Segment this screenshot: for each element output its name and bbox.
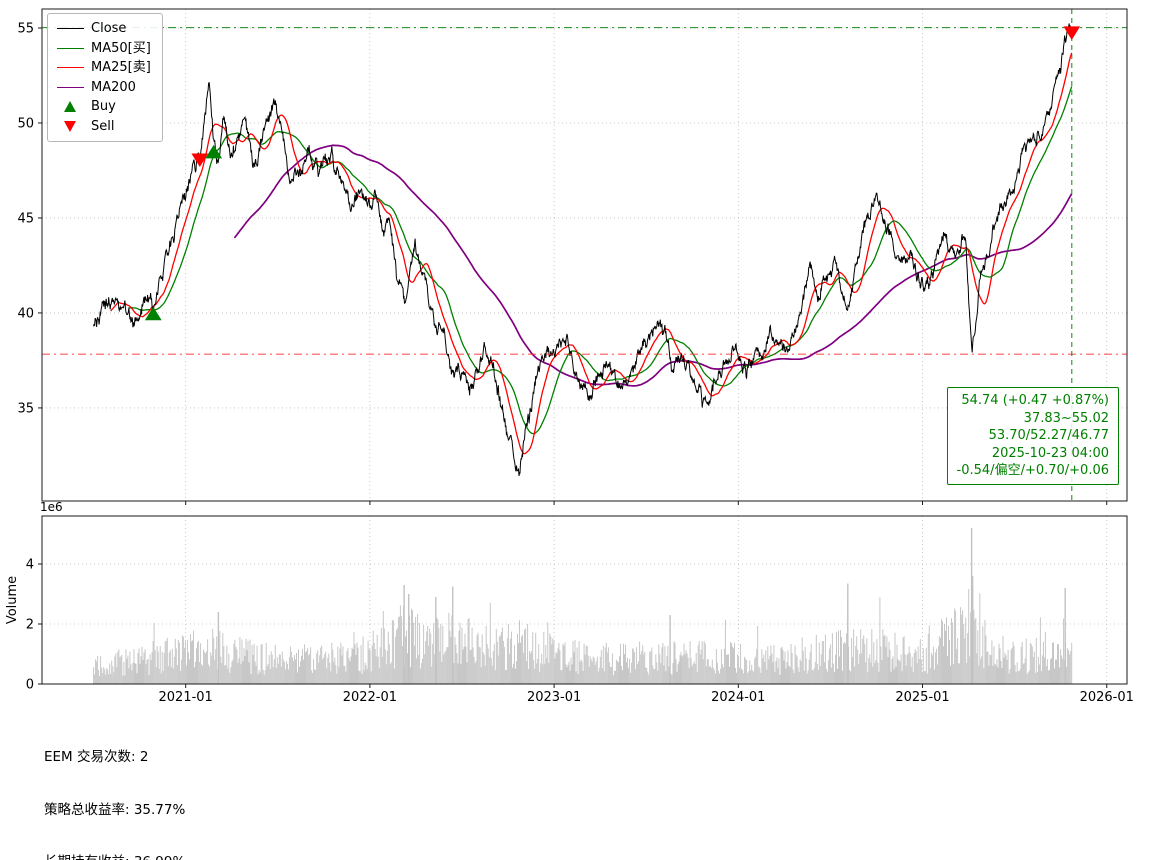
svg-text:0: 0 bbox=[26, 678, 34, 693]
volume-bars bbox=[93, 528, 1073, 684]
strategy-return-line: 策略总收益率: 35.77% bbox=[44, 801, 186, 818]
svg-text:2024-01: 2024-01 bbox=[711, 690, 765, 705]
grid-lines bbox=[42, 9, 1127, 685]
price-series bbox=[93, 23, 1073, 476]
svg-text:40: 40 bbox=[17, 306, 34, 321]
sell-marker bbox=[191, 153, 209, 167]
sell-marker bbox=[1063, 26, 1081, 40]
annotation-signal-line: -0.54/偏空/+0.70/+0.06 bbox=[956, 463, 1109, 478]
svg-text:50: 50 bbox=[17, 116, 34, 131]
svg-text:45: 45 bbox=[17, 211, 34, 226]
svg-text:2021-01: 2021-01 bbox=[159, 690, 213, 705]
svg-text:1e6: 1e6 bbox=[40, 500, 63, 514]
buy-marker bbox=[205, 144, 223, 159]
sell-marker-icon bbox=[64, 120, 76, 132]
buyhold-return-line: 长期持有收益: 36.99% bbox=[44, 854, 485, 860]
svg-text:4: 4 bbox=[26, 558, 34, 573]
svg-text:35: 35 bbox=[17, 401, 34, 416]
annotation-price-line: 54.74 (+0.47 +0.87%) bbox=[961, 393, 1109, 408]
ma50-line bbox=[128, 86, 1073, 435]
legend-item-ma25: MA25[卖] bbox=[55, 58, 151, 78]
strategy-summary: EEM 交易次数: 2 策略总收益率: 35.77% 长期持有收益: 36.99… bbox=[44, 714, 485, 860]
legend-item-ma200: MA200 bbox=[55, 78, 151, 98]
close-line bbox=[93, 23, 1073, 476]
axes-spine bbox=[41, 515, 1128, 685]
svg-text:2026-01: 2026-01 bbox=[1080, 690, 1134, 705]
legend-label: Close bbox=[91, 21, 127, 37]
trade-count-line: EEM 交易次数: 2 bbox=[44, 749, 149, 765]
legend-label: Buy bbox=[91, 99, 116, 115]
legend-label: MA200 bbox=[91, 79, 136, 95]
legend-line-sample bbox=[56, 67, 84, 69]
trade-markers bbox=[144, 26, 1081, 321]
svg-text:2023-01: 2023-01 bbox=[527, 690, 581, 705]
svg-text:2: 2 bbox=[26, 618, 34, 633]
buy-marker-icon bbox=[64, 101, 76, 113]
legend-line-sample bbox=[56, 47, 84, 49]
legend-label: MA25[卖] bbox=[91, 60, 151, 76]
legend-line-sample bbox=[56, 28, 84, 30]
axes-spine bbox=[41, 8, 1128, 502]
legend-label: Sell bbox=[91, 118, 115, 134]
legend-item-buy: Buy bbox=[55, 97, 151, 117]
svg-text:Volume: Volume bbox=[5, 576, 20, 624]
legend-item-ma50: MA50[买] bbox=[55, 39, 151, 59]
ma25-line bbox=[110, 52, 1073, 455]
reference-lines bbox=[42, 9, 1127, 501]
svg-text:55: 55 bbox=[17, 21, 34, 36]
svg-text:2022-01: 2022-01 bbox=[343, 690, 397, 705]
buy-marker bbox=[144, 306, 162, 321]
annotation-time-line: 2025-10-23 04:00 bbox=[991, 445, 1109, 461]
svg-text:2025-01: 2025-01 bbox=[895, 690, 949, 705]
legend-item-sell: Sell bbox=[55, 117, 151, 137]
legend-item-close: Close bbox=[55, 19, 151, 39]
quote-annotation-box: 54.74 (+0.47 +0.87%) 37.83~55.02 53.70/5… bbox=[946, 387, 1119, 485]
annotation-ma-line: 53.70/52.27/46.77 bbox=[988, 428, 1109, 443]
chart-legend: Close MA50[买] MA25[卖] MA200 Buy Sell bbox=[47, 13, 163, 142]
legend-line-sample bbox=[56, 86, 84, 88]
legend-label: MA50[买] bbox=[91, 40, 151, 56]
annotation-range-line: 37.83~55.02 bbox=[1023, 410, 1109, 426]
ma200-line bbox=[233, 144, 1073, 387]
